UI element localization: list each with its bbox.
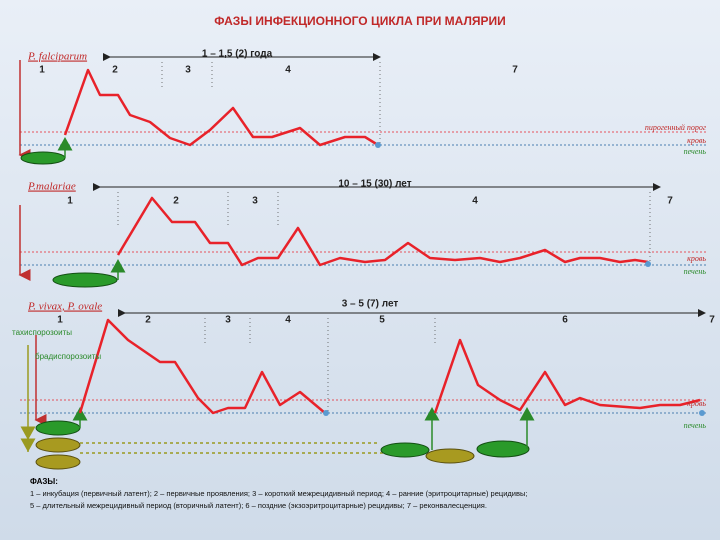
phase-number: 7 bbox=[709, 315, 715, 326]
phase-number: 4 bbox=[285, 315, 291, 326]
species: P. falciparum bbox=[27, 51, 87, 63]
panel-vivax-ovale bbox=[20, 309, 706, 470]
phase-number: 3 bbox=[252, 196, 258, 207]
phase-number: 6 bbox=[562, 315, 568, 326]
end-point bbox=[699, 410, 705, 416]
species: P. vivax, P. ovale bbox=[27, 301, 102, 313]
liver-stage bbox=[52, 272, 118, 288]
side-label: печень bbox=[684, 267, 707, 276]
hypnozoite bbox=[425, 448, 475, 464]
legend-heading: ФАЗЫ: bbox=[30, 477, 58, 486]
legend-line: 1 – инкубация (первичный латент); 2 – пе… bbox=[30, 489, 527, 498]
phase-number: 4 bbox=[472, 196, 478, 207]
hypnozoite bbox=[35, 454, 81, 470]
side-label: кровь bbox=[687, 399, 706, 408]
side-label: кровь bbox=[687, 254, 706, 263]
liver-stage bbox=[35, 420, 81, 436]
parasitemia-curve bbox=[116, 196, 649, 267]
title: ФАЗЫ ИНФЕКЦИОННОГО ЦИКЛА ПРИ МАЛЯРИИ bbox=[214, 14, 506, 28]
liver-stage bbox=[476, 440, 530, 458]
panel-malariae bbox=[18, 183, 706, 288]
side-label: печень bbox=[684, 147, 707, 156]
side-label: кровь bbox=[687, 136, 706, 145]
phase-number: 7 bbox=[512, 65, 518, 76]
liver-stage bbox=[20, 151, 66, 165]
end-point bbox=[323, 410, 329, 416]
phase-number: 5 bbox=[379, 315, 385, 326]
panel-falciparum bbox=[18, 53, 706, 165]
parasitemia-curve bbox=[78, 318, 326, 415]
phase-number: 1 bbox=[39, 65, 45, 76]
phase-number: 7 bbox=[667, 196, 673, 207]
end-point bbox=[645, 261, 651, 267]
legend: ФАЗЫ: bbox=[30, 477, 58, 486]
phase-number: 2 bbox=[112, 65, 118, 76]
liver-stage bbox=[380, 442, 430, 458]
phase-number: 1 bbox=[57, 315, 63, 326]
hypnozoite bbox=[35, 437, 81, 453]
duration: 1 – 1,5 (2) года bbox=[202, 49, 273, 60]
phase-number: 3 bbox=[225, 315, 231, 326]
duration: 10 – 15 (30) лет bbox=[338, 179, 411, 190]
left-label: брадиспорозоиты bbox=[35, 352, 101, 361]
duration: 3 – 5 (7) лет bbox=[342, 299, 399, 310]
species: P.malariae bbox=[27, 181, 76, 193]
end-point bbox=[375, 142, 381, 148]
relapse-curve bbox=[433, 338, 701, 414]
side-label: печень bbox=[684, 421, 707, 430]
phase-number: 3 bbox=[185, 65, 191, 76]
phase-number: 4 bbox=[285, 65, 291, 76]
side-label: пирогенный порог bbox=[645, 123, 706, 132]
phase-number: 1 bbox=[67, 196, 73, 207]
phase-number: 2 bbox=[173, 196, 179, 207]
legend-line: 5 – длительный межрецидивный период (вто… bbox=[30, 501, 487, 510]
phase-number: 2 bbox=[145, 315, 151, 326]
parasitemia-curve bbox=[63, 68, 379, 147]
left-label: тахиспорозоиты bbox=[12, 328, 72, 337]
